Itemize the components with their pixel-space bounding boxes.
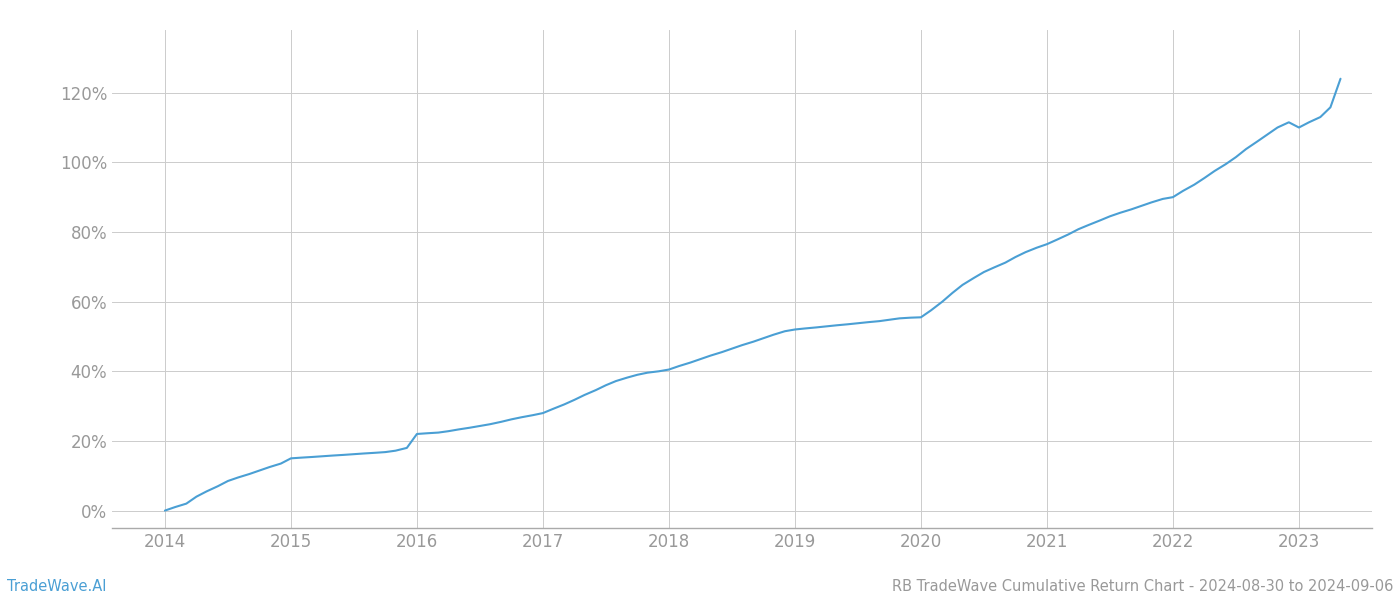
Text: RB TradeWave Cumulative Return Chart - 2024-08-30 to 2024-09-06: RB TradeWave Cumulative Return Chart - 2…	[892, 579, 1393, 594]
Text: TradeWave.AI: TradeWave.AI	[7, 579, 106, 594]
